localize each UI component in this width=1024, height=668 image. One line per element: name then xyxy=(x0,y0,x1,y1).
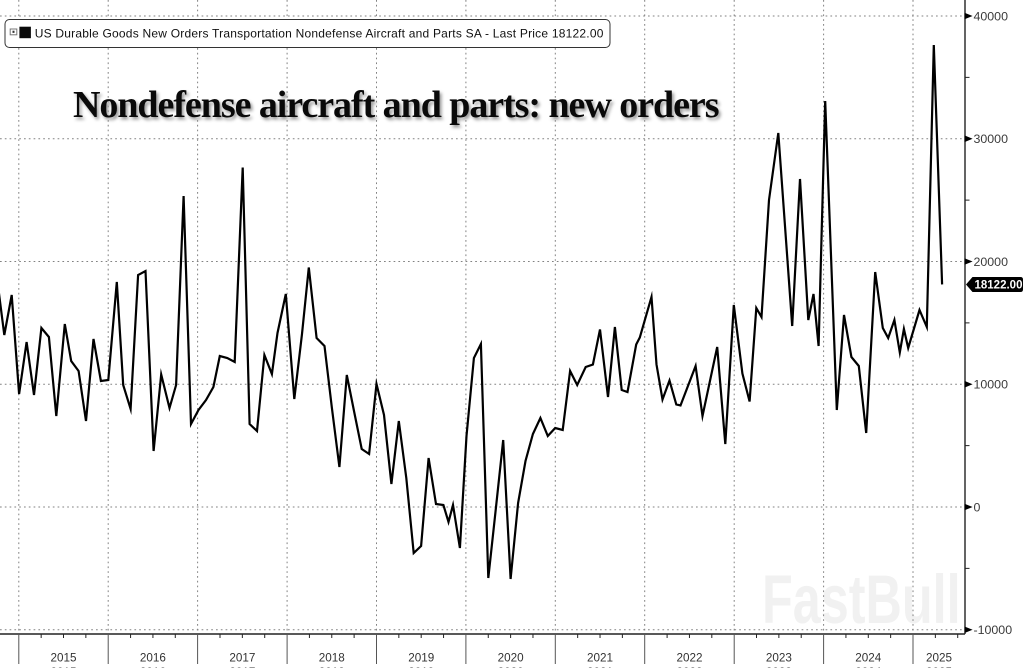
svg-text:Nondefense aircraft and parts:: Nondefense aircraft and parts: new order… xyxy=(73,84,719,126)
svg-text:2019: 2019 xyxy=(408,652,434,665)
svg-text:-10000: -10000 xyxy=(974,623,1013,637)
svg-text:2018: 2018 xyxy=(319,666,345,668)
svg-text:2016: 2016 xyxy=(140,652,166,665)
svg-text:2020: 2020 xyxy=(498,652,525,665)
svg-text:2023: 2023 xyxy=(766,666,792,668)
svg-text:2025: 2025 xyxy=(926,666,953,668)
svg-text:20000: 20000 xyxy=(974,255,1009,269)
svg-text:2025: 2025 xyxy=(926,652,953,665)
svg-text:2022: 2022 xyxy=(676,652,702,665)
svg-text:2016: 2016 xyxy=(140,666,166,668)
svg-text:2020: 2020 xyxy=(498,666,525,668)
svg-text:FastBull: FastBull xyxy=(762,560,961,638)
svg-text:0: 0 xyxy=(974,500,981,514)
svg-text:2019: 2019 xyxy=(408,666,434,668)
svg-text:2015: 2015 xyxy=(50,666,77,668)
svg-text:US Durable Goods New Orders Tr: US Durable Goods New Orders Transportati… xyxy=(35,27,604,41)
svg-text:10000: 10000 xyxy=(974,378,1009,392)
svg-text:2018: 2018 xyxy=(319,652,345,665)
svg-text:30000: 30000 xyxy=(974,132,1009,146)
svg-text:40000: 40000 xyxy=(974,9,1009,23)
svg-text:2017: 2017 xyxy=(229,652,255,665)
svg-text:2021: 2021 xyxy=(587,652,613,665)
svg-text:2021: 2021 xyxy=(587,666,613,668)
svg-text:2015: 2015 xyxy=(50,652,77,665)
svg-text:2017: 2017 xyxy=(229,666,255,668)
svg-text:2024: 2024 xyxy=(855,666,882,668)
svg-text:2024: 2024 xyxy=(855,652,882,665)
svg-text:18122.00: 18122.00 xyxy=(975,280,1023,292)
svg-text:2023: 2023 xyxy=(766,652,792,665)
svg-text:2022: 2022 xyxy=(676,666,702,668)
